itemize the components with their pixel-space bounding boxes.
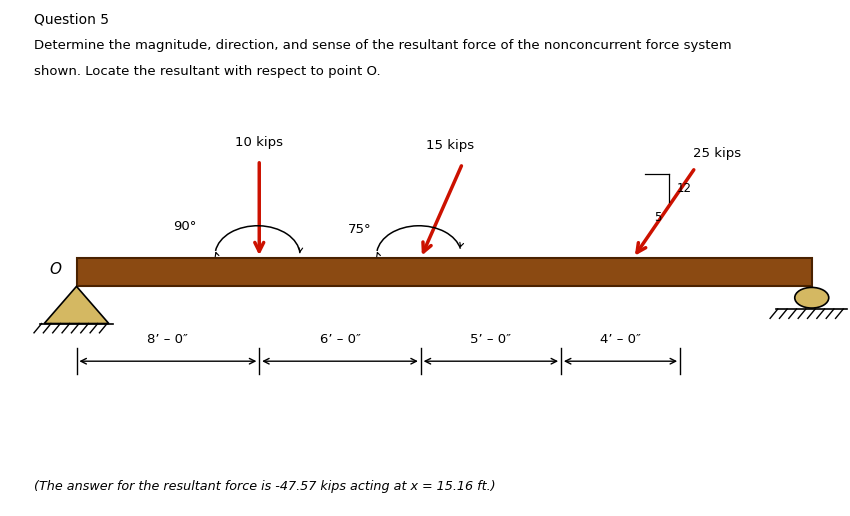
Text: 5’ – 0″: 5’ – 0″ <box>470 333 512 346</box>
Text: O: O <box>49 262 61 277</box>
Text: shown. Locate the resultant with respect to point O.: shown. Locate the resultant with respect… <box>34 64 381 77</box>
Text: 5: 5 <box>654 211 661 224</box>
Circle shape <box>795 287 829 308</box>
Text: 25 kips: 25 kips <box>693 147 740 160</box>
Text: 12: 12 <box>677 182 691 195</box>
Polygon shape <box>44 286 109 324</box>
Text: (The answer for the resultant force is -47.57 kips acting at x = 15.16 ft.): (The answer for the resultant force is -… <box>34 480 496 493</box>
Text: 15 kips: 15 kips <box>426 139 474 152</box>
Text: 6’ – 0″: 6’ – 0″ <box>320 333 360 346</box>
Text: 90°: 90° <box>173 219 196 233</box>
Text: 8’ – 0″: 8’ – 0″ <box>147 333 189 346</box>
Text: 75°: 75° <box>348 223 371 236</box>
Text: 4’ – 0″: 4’ – 0″ <box>600 333 641 346</box>
Text: Question 5: Question 5 <box>34 13 109 27</box>
Text: Determine the magnitude, direction, and sense of the resultant force of the nonc: Determine the magnitude, direction, and … <box>34 39 732 52</box>
Text: 10 kips: 10 kips <box>235 136 283 149</box>
Bar <box>76 258 812 286</box>
